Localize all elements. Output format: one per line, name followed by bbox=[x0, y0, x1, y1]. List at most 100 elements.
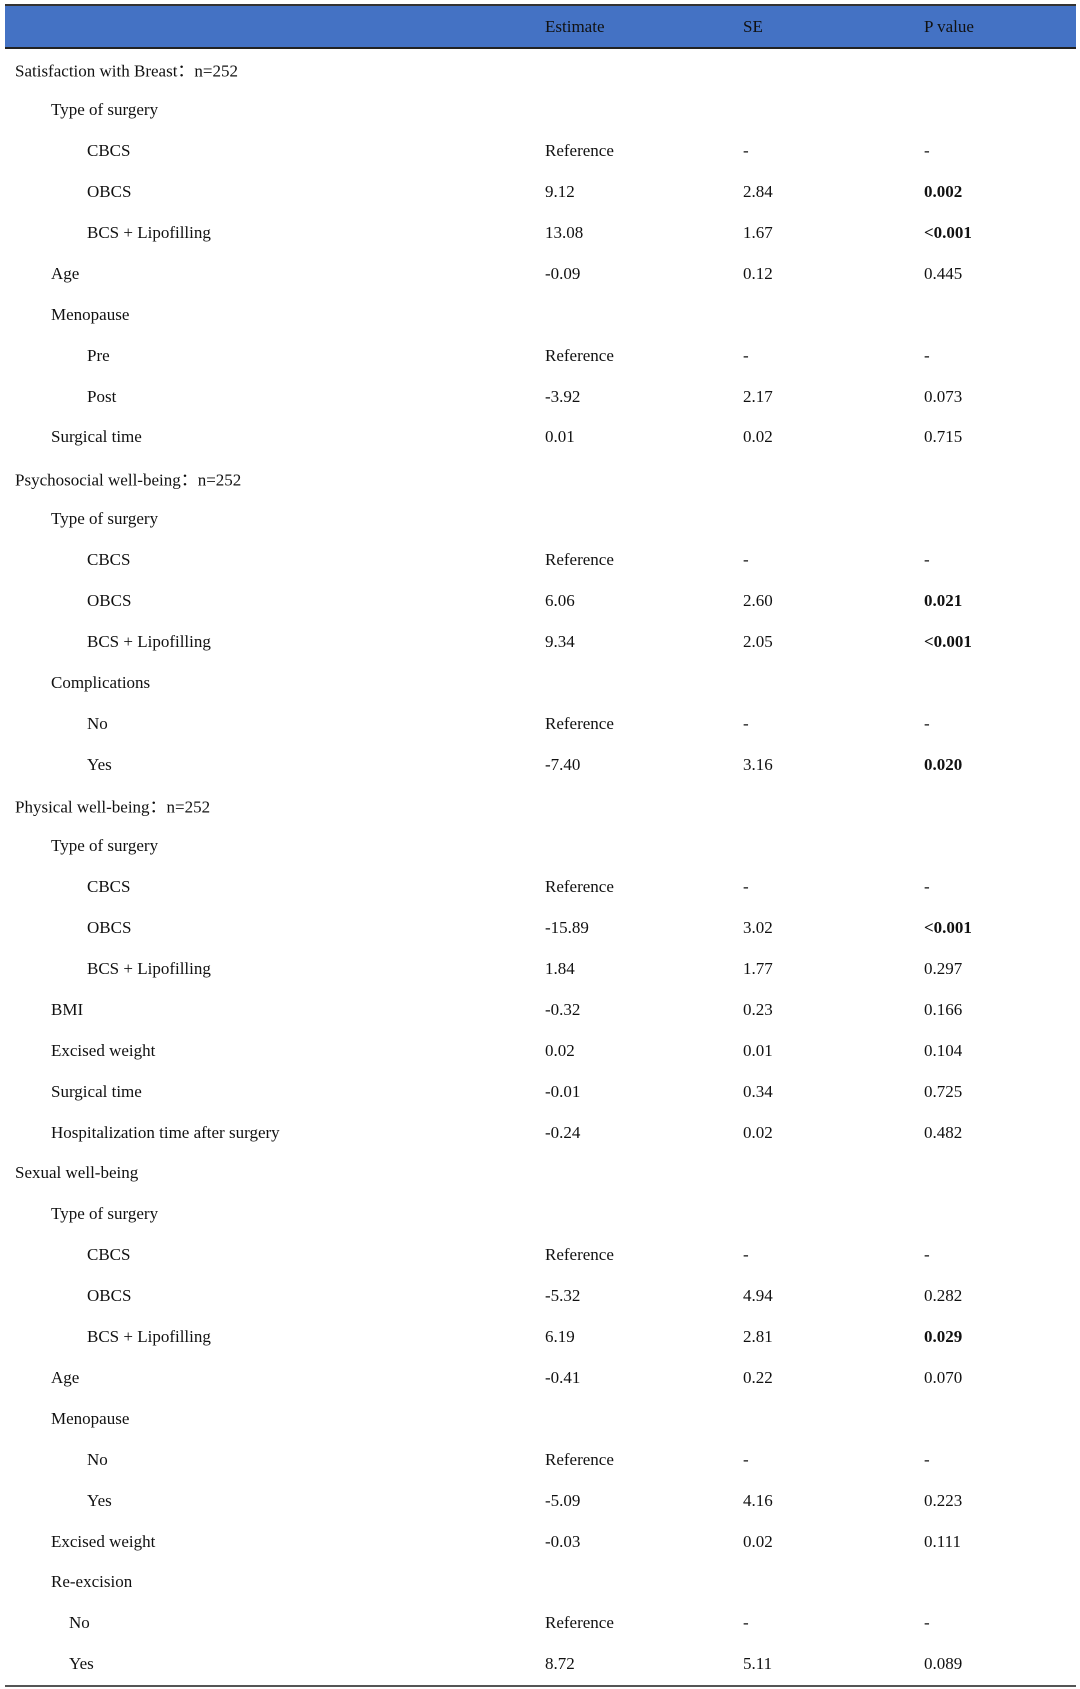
table-row: No Reference - - bbox=[5, 703, 1076, 744]
p-value-cell: 0.482 bbox=[924, 1122, 963, 1142]
estimate-cell: 0.02 bbox=[545, 1040, 575, 1060]
table-row: OBCS 6.06 2.60 0.021 bbox=[5, 581, 1076, 622]
se-cell: 2.05 bbox=[743, 631, 773, 651]
row-label: Surgical time bbox=[51, 427, 142, 447]
p-value-cell: 0.021 bbox=[924, 591, 963, 611]
row-label: BCS + Lipofilling bbox=[87, 223, 211, 242]
row-label: CBCS bbox=[87, 1245, 131, 1265]
p-value-cell: - bbox=[924, 550, 930, 570]
table-row: No Reference - - bbox=[5, 1603, 1076, 1644]
table-row: BCS + Lipofilling 1.84 1.77 0.297 bbox=[5, 949, 1076, 990]
table-row: Excised weight -0.03 0.02 0.111 bbox=[5, 1521, 1076, 1562]
table-row: Menopause bbox=[5, 294, 1076, 335]
row-label: Excised weight bbox=[51, 1040, 156, 1060]
estimate-cell: -15.89 bbox=[545, 918, 589, 938]
row-label: BMI bbox=[51, 999, 84, 1019]
row-label: OBCS bbox=[87, 591, 132, 611]
row-label: CBCS bbox=[87, 141, 131, 161]
p-value-cell: <0.001 bbox=[924, 631, 972, 651]
se-cell: 3.02 bbox=[743, 918, 773, 938]
section-row: Physical well-being：n=252 bbox=[5, 785, 1076, 826]
row-label: OBCS bbox=[87, 918, 132, 938]
estimate-cell: Reference bbox=[545, 550, 614, 570]
p-value-cell: 0.725 bbox=[924, 1081, 963, 1101]
p-value-cell: 0.073 bbox=[924, 386, 963, 406]
table-row: No Reference - - bbox=[5, 1439, 1076, 1480]
p-value-cell: 0.223 bbox=[924, 1490, 963, 1510]
p-value-cell: 0.445 bbox=[924, 263, 963, 283]
table-row: CBCS Reference - - bbox=[5, 1235, 1076, 1276]
se-cell: - bbox=[743, 1449, 749, 1469]
row-label: OBCS bbox=[87, 1286, 132, 1306]
table-row: BMI -0.32 0.23 0.166 bbox=[5, 989, 1076, 1030]
p-value-cell: - bbox=[924, 1613, 930, 1633]
estimate-cell: 6.19 bbox=[545, 1327, 575, 1347]
se-cell: 2.84 bbox=[743, 182, 773, 202]
table-row: CBCS Reference - - bbox=[5, 540, 1076, 581]
row-label: BCS + Lipofilling bbox=[87, 1327, 211, 1347]
table-row: Age -0.41 0.22 0.070 bbox=[5, 1358, 1076, 1399]
table-row: Age -0.09 0.12 0.445 bbox=[5, 253, 1076, 294]
p-value-cell: 0.715 bbox=[924, 427, 963, 447]
estimate-cell: -0.09 bbox=[545, 263, 581, 283]
estimate-cell: Reference bbox=[545, 1449, 614, 1469]
row-label: OBCS bbox=[87, 182, 132, 202]
table-row: BCS + Lipofilling 9.34 2.05 <0.001 bbox=[5, 621, 1076, 662]
se-cell: - bbox=[743, 877, 749, 897]
section-row: Satisfaction with Breast：n=252 bbox=[5, 49, 1076, 90]
estimate-cell: 1.84 bbox=[545, 959, 575, 979]
se-cell: 0.34 bbox=[743, 1081, 773, 1101]
estimate-cell: -5.32 bbox=[545, 1286, 581, 1306]
se-cell: 0.22 bbox=[743, 1367, 773, 1387]
se-cell: 5.11 bbox=[743, 1654, 773, 1674]
estimate-cell: Reference bbox=[545, 877, 614, 897]
table-row: OBCS -15.89 3.02 <0.001 bbox=[5, 908, 1076, 949]
estimate-cell: -5.09 bbox=[545, 1490, 581, 1510]
se-cell: 0.01 bbox=[743, 1040, 773, 1060]
row-label: Type of surgery bbox=[51, 509, 159, 529]
header-se: SE bbox=[743, 16, 763, 36]
p-value-cell: - bbox=[924, 877, 930, 897]
table-row: Excised weight 0.02 0.01 0.104 bbox=[5, 1030, 1076, 1071]
row-label: Age bbox=[51, 263, 80, 283]
se-cell: 2.17 bbox=[743, 386, 773, 406]
header-p-value: P value bbox=[924, 16, 974, 36]
row-label: No bbox=[69, 1613, 90, 1633]
se-cell: - bbox=[743, 713, 749, 733]
table-row: Hospitalization time after surgery -0.24 0… bbox=[5, 1112, 1076, 1153]
p-value-cell: 0.089 bbox=[924, 1654, 963, 1674]
table-row: Type of surgery bbox=[5, 1194, 1076, 1235]
table-row: Menopause bbox=[5, 1398, 1076, 1439]
row-label: Menopause bbox=[51, 1408, 130, 1428]
table-row: Pre Reference - - bbox=[5, 335, 1076, 376]
se-cell: 0.12 bbox=[743, 263, 773, 283]
se-cell: 0.23 bbox=[743, 999, 773, 1019]
se-cell: 0.02 bbox=[743, 1531, 773, 1551]
estimate-cell: -0.32 bbox=[545, 999, 581, 1019]
se-cell: - bbox=[743, 1245, 749, 1265]
row-label: CBCS bbox=[87, 550, 131, 570]
table-row: BCS + Lipofilling 6.19 2.81 0.029 bbox=[5, 1317, 1076, 1358]
p-value-cell: <0.001 bbox=[924, 223, 972, 242]
regression-table: Estimate SE P value Satisfaction with Br… bbox=[5, 4, 1076, 1687]
row-label: Age bbox=[51, 1367, 80, 1387]
table-row: OBCS -5.32 4.94 0.282 bbox=[5, 1276, 1076, 1317]
row-label: Hospitalization time after surgery bbox=[51, 1122, 280, 1142]
table-body: Satisfaction with Breast：n=252 Type of su… bbox=[5, 49, 1076, 1687]
row-label: Yes bbox=[69, 1654, 94, 1674]
row-label: No bbox=[87, 1449, 108, 1469]
p-value-cell: 0.020 bbox=[924, 754, 963, 774]
table-row: Surgical time 0.01 0.02 0.715 bbox=[5, 417, 1076, 458]
estimate-cell: Reference bbox=[545, 345, 614, 365]
row-label: Surgical time bbox=[51, 1081, 142, 1101]
estimate-cell: -0.01 bbox=[545, 1081, 581, 1101]
row-label: CBCS bbox=[87, 877, 131, 897]
row-label: Physical well-being：n=252 bbox=[15, 797, 211, 817]
se-cell: 4.16 bbox=[743, 1490, 773, 1510]
table-row: Type of surgery bbox=[5, 499, 1076, 540]
row-label: Re-excision bbox=[51, 1572, 133, 1592]
estimate-cell: 9.34 bbox=[545, 631, 575, 651]
header-estimate: Estimate bbox=[545, 16, 605, 36]
table-header: Estimate SE P value bbox=[5, 4, 1076, 49]
se-cell: - bbox=[743, 141, 749, 161]
